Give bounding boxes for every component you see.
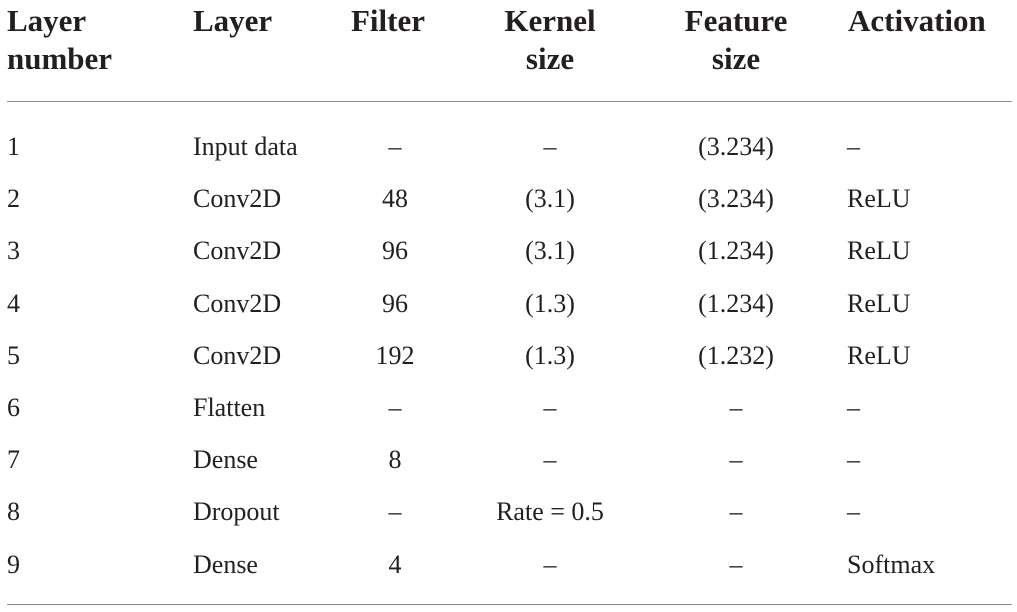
cell-feature-size: – bbox=[729, 445, 743, 475]
table-row: 8 Dropout – Rate = 0.5 – – bbox=[0, 486, 1017, 538]
cell-layer: Conv2D bbox=[193, 340, 282, 370]
table-row: 6 Flatten – – – – bbox=[0, 382, 1017, 434]
header-feature-line2: size bbox=[711, 41, 761, 76]
header-layer-number-line1: Layer bbox=[7, 3, 87, 38]
cell-layer-number: 4 bbox=[7, 288, 20, 318]
cell-feature-size: (3.234) bbox=[698, 132, 774, 161]
cell-kernel-size: – bbox=[543, 132, 557, 161]
header-divider bbox=[7, 101, 1012, 102]
cell-filter: 8 bbox=[388, 445, 402, 475]
table-row: 2 Conv2D 48 (3.1) (3.234) ReLU bbox=[0, 173, 1017, 225]
cell-filter: – bbox=[388, 497, 402, 527]
table-row: 7 Dense 8 – – – bbox=[0, 434, 1017, 486]
cell-filter: 96 bbox=[382, 236, 408, 266]
cell-feature-size: (1.232) bbox=[698, 340, 774, 370]
cell-kernel-size: – bbox=[543, 393, 557, 422]
cell-filter: 48 bbox=[382, 184, 408, 214]
cell-layer-number: 7 bbox=[7, 445, 20, 475]
cell-layer: Dense bbox=[193, 549, 258, 579]
cell-activation: – bbox=[847, 497, 860, 527]
cell-feature-size: – bbox=[729, 497, 743, 527]
cell-filter: 4 bbox=[388, 549, 402, 579]
cell-layer: Conv2D bbox=[193, 184, 282, 214]
cell-activation: ReLU bbox=[847, 236, 911, 266]
cell-filter: 96 bbox=[382, 288, 408, 318]
header-layer-number: Layer number bbox=[7, 2, 112, 78]
cell-layer-number: 8 bbox=[7, 497, 20, 527]
cell-feature-size: (1.234) bbox=[698, 236, 774, 266]
cell-kernel-size: – bbox=[543, 445, 557, 475]
cell-kernel-size: (1.3) bbox=[525, 288, 575, 318]
header-layer: Layer bbox=[193, 3, 273, 38]
cell-feature-size: – bbox=[729, 393, 743, 422]
table-row: 1 Input data – – (3.234) – bbox=[0, 121, 1017, 173]
cell-activation: – bbox=[847, 393, 860, 422]
cell-kernel-size: – bbox=[543, 549, 557, 579]
cell-layer: Input data bbox=[193, 132, 298, 161]
cell-filter: 192 bbox=[375, 340, 415, 370]
header-kernel-size: Kernel size bbox=[497, 2, 603, 78]
cell-layer: Dense bbox=[193, 445, 258, 475]
header-kernel-line2: size bbox=[525, 41, 575, 76]
cell-layer-number: 2 bbox=[7, 184, 20, 214]
header-filter: Filter bbox=[351, 3, 426, 38]
cell-activation: Softmax bbox=[847, 549, 936, 579]
cell-kernel-size: (3.1) bbox=[525, 184, 575, 214]
cell-layer-number: 3 bbox=[7, 236, 20, 266]
cell-kernel-size: (3.1) bbox=[525, 236, 575, 266]
cell-activation: ReLU bbox=[847, 288, 911, 318]
table-header: Layer number Layer Filter Kernel size Fe… bbox=[0, 0, 1017, 100]
cell-layer-number: 5 bbox=[7, 340, 20, 370]
header-activation: Activation bbox=[848, 3, 986, 38]
cell-activation: – bbox=[847, 445, 860, 475]
header-kernel-line1: Kernel bbox=[504, 3, 596, 38]
cell-layer-number: 1 bbox=[7, 132, 20, 161]
cell-activation: – bbox=[847, 132, 860, 161]
cell-feature-size: – bbox=[729, 549, 743, 579]
cell-layer: Flatten bbox=[193, 393, 266, 422]
cell-feature-size: (3.234) bbox=[698, 184, 774, 214]
cell-feature-size: (1.234) bbox=[698, 288, 774, 318]
cell-layer-number: 9 bbox=[7, 549, 20, 579]
table-row: 9 Dense 4 – – Softmax bbox=[0, 539, 1017, 591]
table-row: 4 Conv2D 96 (1.3) (1.234) ReLU bbox=[0, 278, 1017, 330]
cell-layer-number: 6 bbox=[7, 393, 20, 422]
cell-kernel-size: (1.3) bbox=[525, 340, 575, 370]
cell-activation: ReLU bbox=[847, 184, 911, 214]
cell-filter: – bbox=[388, 393, 402, 422]
header-feature-line1: Feature bbox=[684, 3, 788, 38]
table-row: 3 Conv2D 96 (3.1) (1.234) ReLU bbox=[0, 225, 1017, 277]
cell-filter: – bbox=[388, 132, 402, 161]
cell-layer: Conv2D bbox=[193, 288, 282, 318]
header-layer-number-line2: number bbox=[7, 41, 113, 76]
cell-activation: ReLU bbox=[847, 340, 911, 370]
table-row: 5 Conv2D 192 (1.3) (1.232) ReLU bbox=[0, 330, 1017, 382]
header-feature-size: Feature size bbox=[675, 2, 797, 78]
cell-layer: Conv2D bbox=[193, 236, 282, 266]
cell-kernel-size: Rate = 0.5 bbox=[496, 497, 604, 527]
cell-layer: Dropout bbox=[193, 497, 280, 527]
bottom-divider bbox=[7, 604, 1012, 605]
